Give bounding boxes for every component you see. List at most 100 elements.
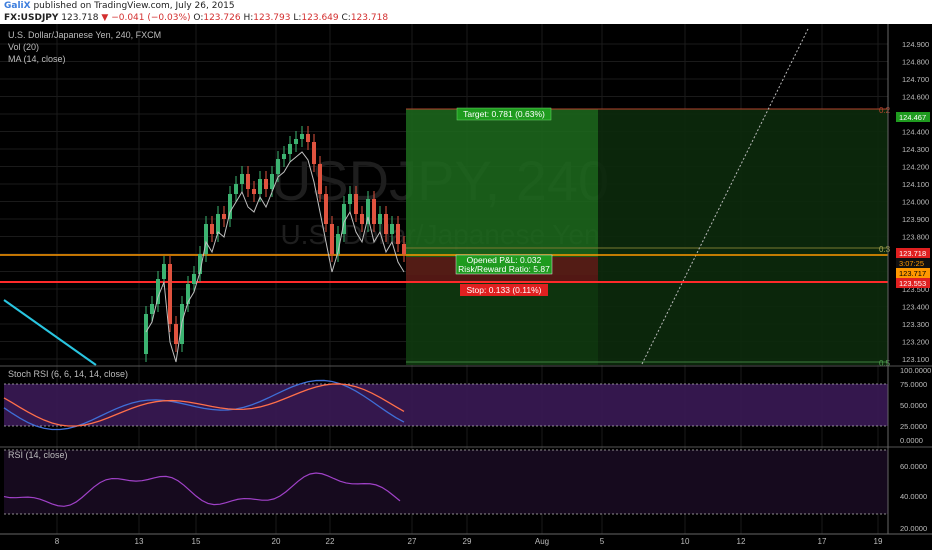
candle-body (366, 199, 370, 224)
candle-body (252, 189, 256, 194)
published-text: published on TradingView.com, July 26, 2… (33, 1, 235, 11)
stoch-axis[interactable]: 100.0000 75.0000 50.0000 25.0000 0.0000 (900, 366, 931, 445)
candle-body (354, 194, 358, 214)
candle-body (372, 199, 376, 224)
candle-body (336, 234, 340, 254)
candle-body (186, 284, 190, 304)
time-tick-label: 15 (192, 537, 201, 546)
ma-line (145, 151, 405, 363)
candle-body (270, 174, 274, 189)
candle-body (330, 224, 334, 254)
fib-label-0.5: 0.5 (879, 359, 891, 368)
stoch-tick-label: 75.0000 (900, 380, 927, 389)
time-tick-label: 29 (463, 537, 472, 546)
candle-body (348, 194, 352, 204)
rsi-legend[interactable]: RSI (14, close) (8, 450, 68, 460)
price-badge-label: 123.717 (899, 269, 926, 278)
stop-label-box[interactable]: Stop: 0.133 (0.11%) (460, 284, 548, 296)
price-badge-label: 3:07:25 (899, 259, 924, 268)
time-tick-label: Aug (535, 537, 549, 546)
time-axis[interactable]: 8 13 15 20 22 27 29 Aug 5 10 12 17 19 (55, 537, 883, 546)
candle-body (150, 304, 154, 314)
fib-label-0.3: 0.3 (879, 245, 891, 254)
time-tick-label: 17 (818, 537, 827, 546)
chart-header: GaliX published on TradingView.com, July… (0, 0, 932, 24)
stoch-tick-label: 50.0000 (900, 401, 927, 410)
price-change: −0.041 (−0.03%) (111, 13, 191, 23)
stoch-tick-label: 100.0000 (900, 366, 931, 375)
candle-body (234, 184, 238, 194)
price-tick-label: 124.000 (902, 198, 929, 207)
time-tick-label: 13 (135, 537, 144, 546)
candle-body (216, 214, 220, 234)
chart-area[interactable]: USDJPY, 240 U.S. Dollar/Japanese Yen 0.2… (0, 24, 932, 550)
price-badge (896, 268, 930, 278)
price-badge (896, 258, 930, 268)
candle-body (168, 264, 172, 324)
stoch-band (4, 384, 888, 426)
trend-line[interactable] (3, 299, 97, 366)
price-tick-label: 123.300 (902, 320, 929, 329)
candle-body (390, 224, 394, 234)
high-value: 123.793 (253, 13, 291, 23)
time-tick-label: 12 (737, 537, 746, 546)
price-tick-label: 123.900 (902, 215, 929, 224)
candle-body (282, 154, 286, 159)
candle-body (192, 274, 196, 284)
stoch-d-line (3, 383, 405, 427)
candle-body (264, 179, 268, 189)
candle-body (246, 174, 250, 189)
high-label: H: (243, 13, 254, 23)
chart-canvas[interactable]: USDJPY, 240 U.S. Dollar/Japanese Yen 0.2… (0, 24, 932, 550)
target-label-box[interactable]: Target: 0.781 (0.63%) (456, 107, 552, 121)
price-tick-label: 123.200 (902, 338, 929, 347)
candle-body (378, 214, 382, 224)
rsi-axis[interactable]: 60.0000 40.0000 20.0000 (900, 462, 927, 533)
time-tick-label: 5 (600, 537, 605, 546)
pnl-label-box[interactable]: Opened P&L: 0.032 Risk/Reward Ratio: 5.8… (455, 254, 553, 275)
open-label: O: (193, 13, 204, 23)
candle-body (318, 164, 322, 194)
volume-legend[interactable]: Vol (20) (8, 42, 40, 52)
price-badge (896, 248, 930, 258)
candle-body (210, 224, 214, 234)
price-badge (896, 278, 930, 288)
candle-body (360, 214, 364, 224)
stoch-rsi-legend[interactable]: Stoch RSI (6, 6, 14, 14, close) (8, 369, 129, 379)
low-label: L: (293, 13, 302, 23)
rsi-tick-label: 40.0000 (900, 492, 927, 501)
last-price: 123.718 (61, 13, 99, 23)
price-badge-label: 123.718 (899, 249, 926, 258)
candle-body (294, 139, 298, 144)
fib-label-0.2: 0.2 (879, 106, 891, 115)
price-badge (896, 112, 930, 122)
author-link[interactable]: GaliX (4, 1, 31, 11)
close-label: C: (341, 13, 351, 23)
change-arrow-icon: ▼ (101, 13, 109, 23)
candle-body (174, 324, 178, 344)
low-value: 123.649 (301, 13, 339, 23)
symbol-name[interactable]: FX:USDJPY (4, 13, 59, 23)
candle-body (156, 279, 160, 304)
opened-pnl-label: Opened P&L: 0.032 (467, 255, 542, 265)
time-tick-label: 20 (272, 537, 281, 546)
time-tick-label: 19 (874, 537, 883, 546)
time-tick-label: 10 (681, 537, 690, 546)
price-axis[interactable]: 124.900124.800124.700124.600124.500124.4… (902, 40, 929, 364)
price-tick-label: 123.400 (902, 303, 929, 312)
price-badge-label: 123.553 (899, 279, 926, 288)
ma-legend[interactable]: MA (14, close) (8, 54, 66, 64)
price-tick-label: 124.800 (902, 58, 929, 67)
candle-body (384, 214, 388, 234)
price-badge-label: 124.467 (899, 113, 926, 122)
candle-body (396, 224, 400, 244)
target-zone[interactable] (406, 109, 598, 275)
candle-body (222, 214, 226, 219)
rsi-tick-label: 60.0000 (900, 462, 927, 471)
price-tick-label: 124.700 (902, 75, 929, 84)
candle-body (306, 134, 310, 142)
price-tick-label: 123.100 (902, 355, 929, 364)
main-pane-title[interactable]: U.S. Dollar/Japanese Yen, 240, FXCM (8, 30, 162, 40)
price-tick-label: 124.400 (902, 128, 929, 137)
